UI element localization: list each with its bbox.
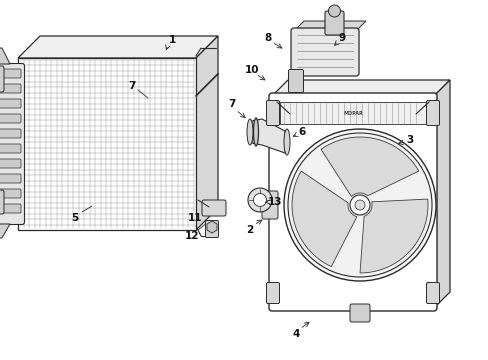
FancyBboxPatch shape — [0, 190, 4, 214]
Circle shape — [354, 200, 364, 210]
FancyBboxPatch shape — [262, 191, 278, 219]
Circle shape — [284, 129, 435, 281]
Text: 4: 4 — [292, 329, 299, 339]
FancyBboxPatch shape — [349, 304, 369, 322]
FancyBboxPatch shape — [205, 220, 218, 238]
Polygon shape — [0, 224, 10, 238]
Circle shape — [328, 5, 340, 17]
FancyBboxPatch shape — [0, 159, 21, 168]
FancyBboxPatch shape — [0, 69, 21, 78]
FancyBboxPatch shape — [0, 84, 21, 93]
Ellipse shape — [253, 118, 258, 146]
FancyBboxPatch shape — [0, 189, 21, 198]
Polygon shape — [251, 119, 285, 153]
Text: 6: 6 — [298, 127, 305, 137]
Text: 8: 8 — [264, 33, 271, 43]
Polygon shape — [271, 80, 449, 96]
Text: 3: 3 — [406, 135, 413, 145]
FancyBboxPatch shape — [0, 129, 21, 138]
Polygon shape — [0, 48, 10, 64]
Polygon shape — [18, 36, 218, 58]
Text: 13: 13 — [267, 197, 282, 207]
Text: 7: 7 — [128, 81, 135, 91]
Text: 2: 2 — [246, 225, 253, 235]
Circle shape — [349, 195, 369, 215]
Polygon shape — [196, 36, 218, 230]
FancyBboxPatch shape — [0, 204, 21, 213]
Polygon shape — [433, 80, 449, 308]
FancyBboxPatch shape — [0, 174, 21, 183]
FancyBboxPatch shape — [0, 144, 21, 153]
FancyBboxPatch shape — [266, 100, 279, 126]
FancyBboxPatch shape — [288, 69, 303, 93]
Polygon shape — [359, 199, 427, 273]
Circle shape — [253, 194, 266, 207]
FancyBboxPatch shape — [202, 200, 225, 216]
Bar — [18, 58, 196, 230]
Text: 12: 12 — [184, 231, 199, 241]
Text: 10: 10 — [244, 65, 259, 75]
Polygon shape — [293, 21, 365, 31]
Circle shape — [287, 133, 431, 277]
FancyBboxPatch shape — [426, 100, 439, 126]
Text: 1: 1 — [168, 35, 175, 45]
Text: 7: 7 — [228, 99, 235, 109]
Bar — [280, 102, 425, 124]
FancyBboxPatch shape — [426, 283, 439, 303]
Text: 11: 11 — [187, 213, 202, 223]
FancyBboxPatch shape — [0, 99, 21, 108]
Polygon shape — [291, 171, 356, 267]
Text: 9: 9 — [338, 33, 345, 43]
FancyBboxPatch shape — [0, 114, 21, 123]
Polygon shape — [206, 221, 217, 233]
Text: MOPAR: MOPAR — [343, 111, 362, 116]
FancyBboxPatch shape — [266, 283, 279, 303]
Polygon shape — [320, 137, 418, 197]
FancyBboxPatch shape — [0, 63, 24, 225]
FancyBboxPatch shape — [290, 28, 358, 76]
Circle shape — [247, 188, 271, 212]
FancyBboxPatch shape — [325, 11, 343, 35]
FancyBboxPatch shape — [0, 66, 4, 92]
FancyBboxPatch shape — [268, 93, 436, 311]
Ellipse shape — [284, 129, 289, 155]
Ellipse shape — [246, 119, 252, 145]
Text: 5: 5 — [71, 213, 79, 223]
